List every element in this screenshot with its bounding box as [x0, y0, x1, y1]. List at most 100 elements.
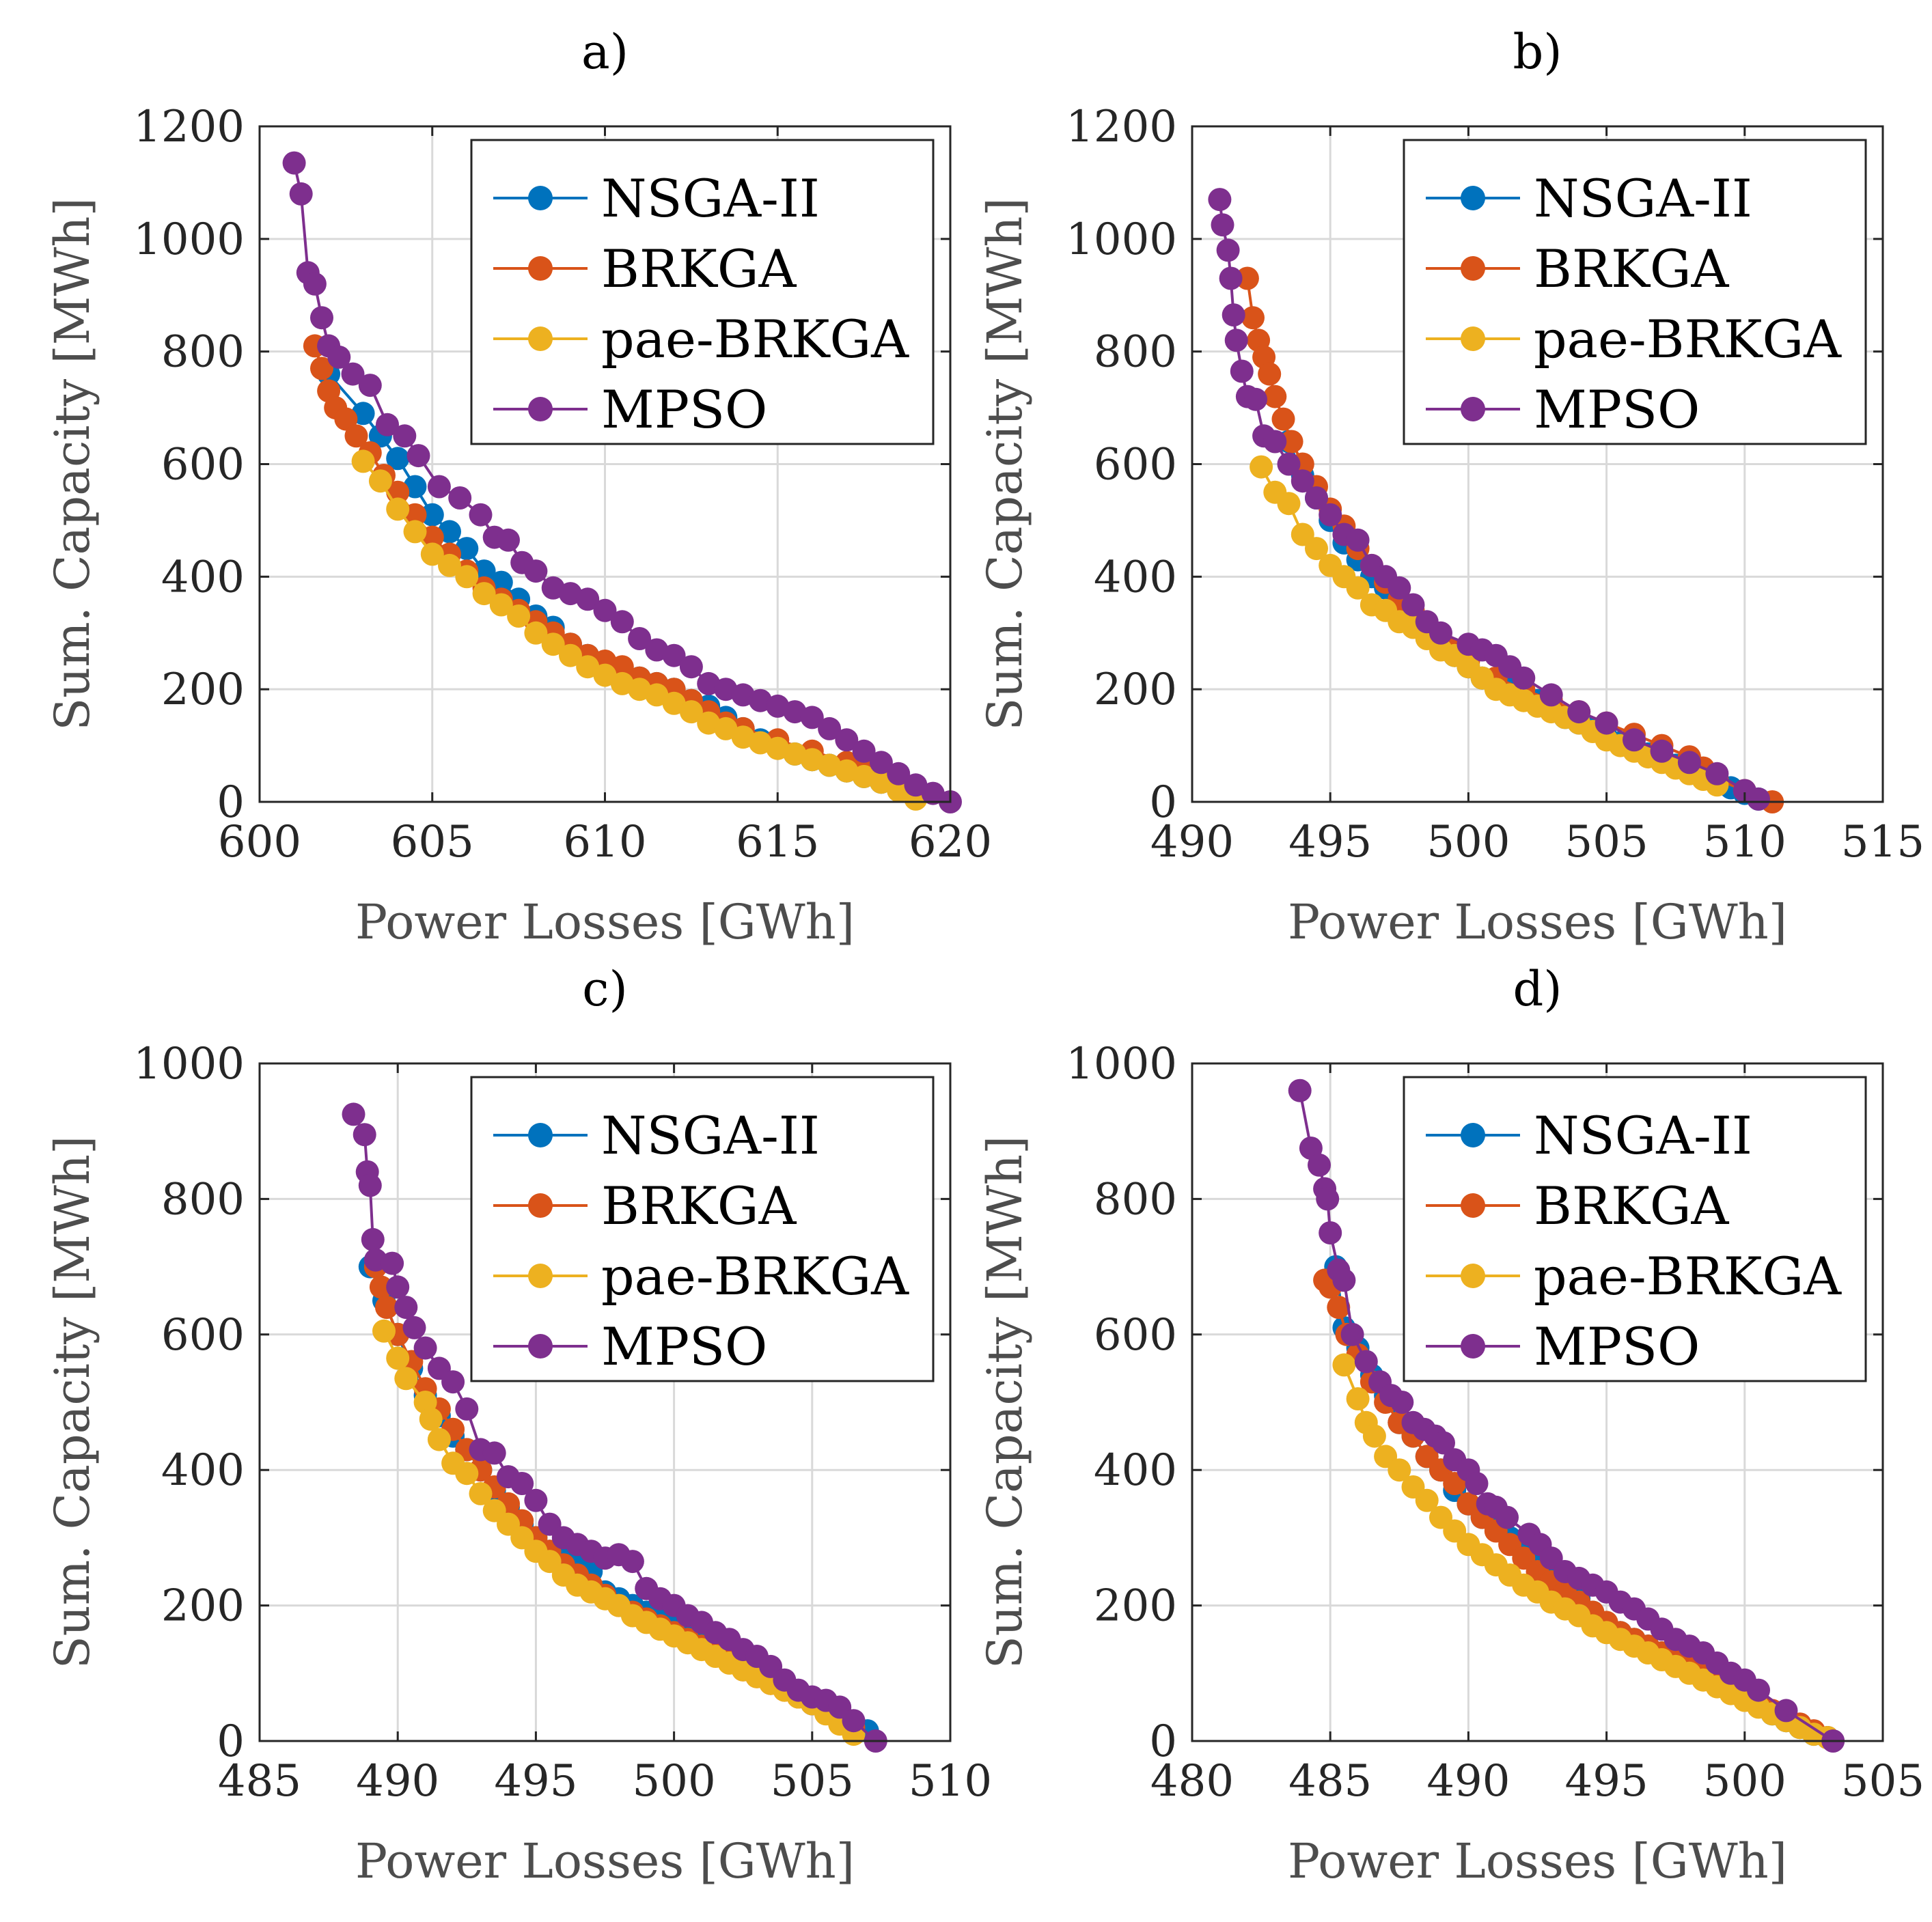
legend-marker — [1461, 1334, 1485, 1359]
data-point — [489, 593, 513, 617]
legend-label: NSGA-II — [601, 1105, 820, 1166]
data-point — [413, 1336, 437, 1360]
legend-marker — [1461, 326, 1485, 351]
data-point — [455, 1397, 479, 1421]
x-tick-label: 500 — [633, 1756, 716, 1807]
data-point — [334, 407, 358, 431]
data-point — [1390, 1391, 1414, 1414]
legend: NSGA-II BRKGA pae-BRKGA MPSO — [1403, 139, 1867, 445]
data-point — [679, 700, 703, 724]
y-tick-label: 400 — [1094, 552, 1177, 602]
y-tick-label: 200 — [161, 1581, 245, 1632]
data-point — [510, 1472, 534, 1495]
data-point — [662, 691, 686, 715]
data-point — [1623, 728, 1646, 752]
y-tick-label: 1000 — [1066, 214, 1177, 265]
x-tick-label: 490 — [1150, 817, 1234, 867]
x-tick-label: 620 — [909, 817, 992, 867]
data-point — [394, 1367, 418, 1391]
series-MPSO — [1288, 1078, 1845, 1753]
legend-label: MPSO — [601, 379, 767, 440]
data-point — [1263, 430, 1287, 454]
legend-marker — [1461, 1264, 1485, 1288]
y-tick-label: 0 — [217, 777, 245, 828]
y-tick-label: 400 — [1094, 1445, 1177, 1496]
data-point — [427, 475, 451, 499]
data-point — [1235, 266, 1259, 290]
x-tick-label: 510 — [1703, 817, 1786, 867]
data-point — [448, 486, 472, 510]
data-point — [1222, 303, 1245, 327]
x-tick-label: 500 — [1426, 817, 1510, 867]
data-point — [1415, 1488, 1439, 1512]
chart-panel-2: 485 490 495 500 505 510 0 200 400 600 800 1000 Power… — [44, 961, 992, 1889]
data-point — [358, 1173, 382, 1197]
data-point — [1346, 1387, 1370, 1410]
legend-label: pae-BRKGA — [1534, 309, 1842, 370]
panel-title: c) — [582, 961, 628, 1017]
panel-title: d) — [1513, 961, 1562, 1017]
data-point — [1346, 528, 1370, 552]
y-tick-label: 600 — [161, 440, 245, 490]
x-tick-label: 515 — [1841, 817, 1924, 867]
x-tick-label: 490 — [1426, 1756, 1510, 1807]
y-tick-label: 0 — [1149, 777, 1177, 828]
data-point — [1340, 1322, 1364, 1346]
data-point — [887, 762, 911, 785]
x-tick-label: 605 — [391, 817, 474, 867]
data-point — [369, 1275, 393, 1299]
data-point — [714, 716, 738, 740]
x-tick-label: 495 — [494, 1756, 577, 1807]
data-point — [1465, 1472, 1489, 1495]
data-point — [472, 582, 496, 606]
chart-panel-0: 600 605 610 615 620 0 200 400 600 800 1000 1200 Powe… — [44, 24, 992, 950]
data-point — [1263, 385, 1287, 408]
data-point — [327, 345, 351, 369]
data-point — [386, 497, 410, 521]
data-point — [662, 643, 686, 667]
data-point — [376, 413, 399, 436]
data-point — [427, 1427, 451, 1451]
data-point — [381, 1251, 404, 1275]
legend-label: BRKGA — [1534, 238, 1730, 299]
data-point — [1305, 486, 1328, 510]
y-tick-label: 1000 — [1066, 1039, 1177, 1089]
data-point — [393, 424, 417, 448]
data-point — [524, 621, 548, 645]
legend-label: NSGA-II — [1534, 168, 1752, 229]
data-point — [1230, 359, 1254, 383]
x-tick-label: 505 — [1841, 1756, 1924, 1807]
x-axis-label: Power Losses [GWh] — [355, 894, 855, 950]
plot-frame — [258, 1062, 952, 1742]
data-point — [1224, 329, 1248, 352]
data-point — [344, 424, 368, 448]
data-point — [1495, 1505, 1519, 1529]
y-axis-label: Sum. Capacity [MWh] — [44, 1136, 100, 1669]
data-point — [1308, 1153, 1331, 1177]
chart-panel-1: 490 495 500 505 510 515 0 200 400 600 800 1000 1200 P… — [977, 24, 1924, 950]
legend-marker — [1461, 1193, 1485, 1218]
data-point — [420, 542, 444, 566]
series-pae-BRKGA — [351, 449, 928, 811]
legend-marker — [528, 1264, 553, 1288]
legend-label: pae-BRKGA — [601, 1246, 909, 1307]
x-tick-label: 600 — [218, 817, 301, 867]
data-point — [351, 449, 375, 473]
data-point — [1567, 700, 1591, 724]
data-point — [441, 1370, 465, 1394]
data-point — [282, 151, 306, 175]
data-point — [1388, 576, 1411, 600]
data-point — [455, 565, 479, 589]
data-point — [341, 362, 365, 386]
legend-marker — [528, 1193, 553, 1218]
panel-title: b) — [1513, 24, 1562, 80]
legend-label: MPSO — [601, 1316, 767, 1377]
data-point — [402, 1315, 426, 1339]
data-point — [593, 663, 617, 687]
data-point — [1388, 1458, 1411, 1482]
data-point — [593, 598, 617, 622]
x-axis-label: Power Losses [GWh] — [1288, 894, 1787, 950]
data-point — [1277, 452, 1301, 476]
x-tick-label: 500 — [1703, 1756, 1786, 1807]
